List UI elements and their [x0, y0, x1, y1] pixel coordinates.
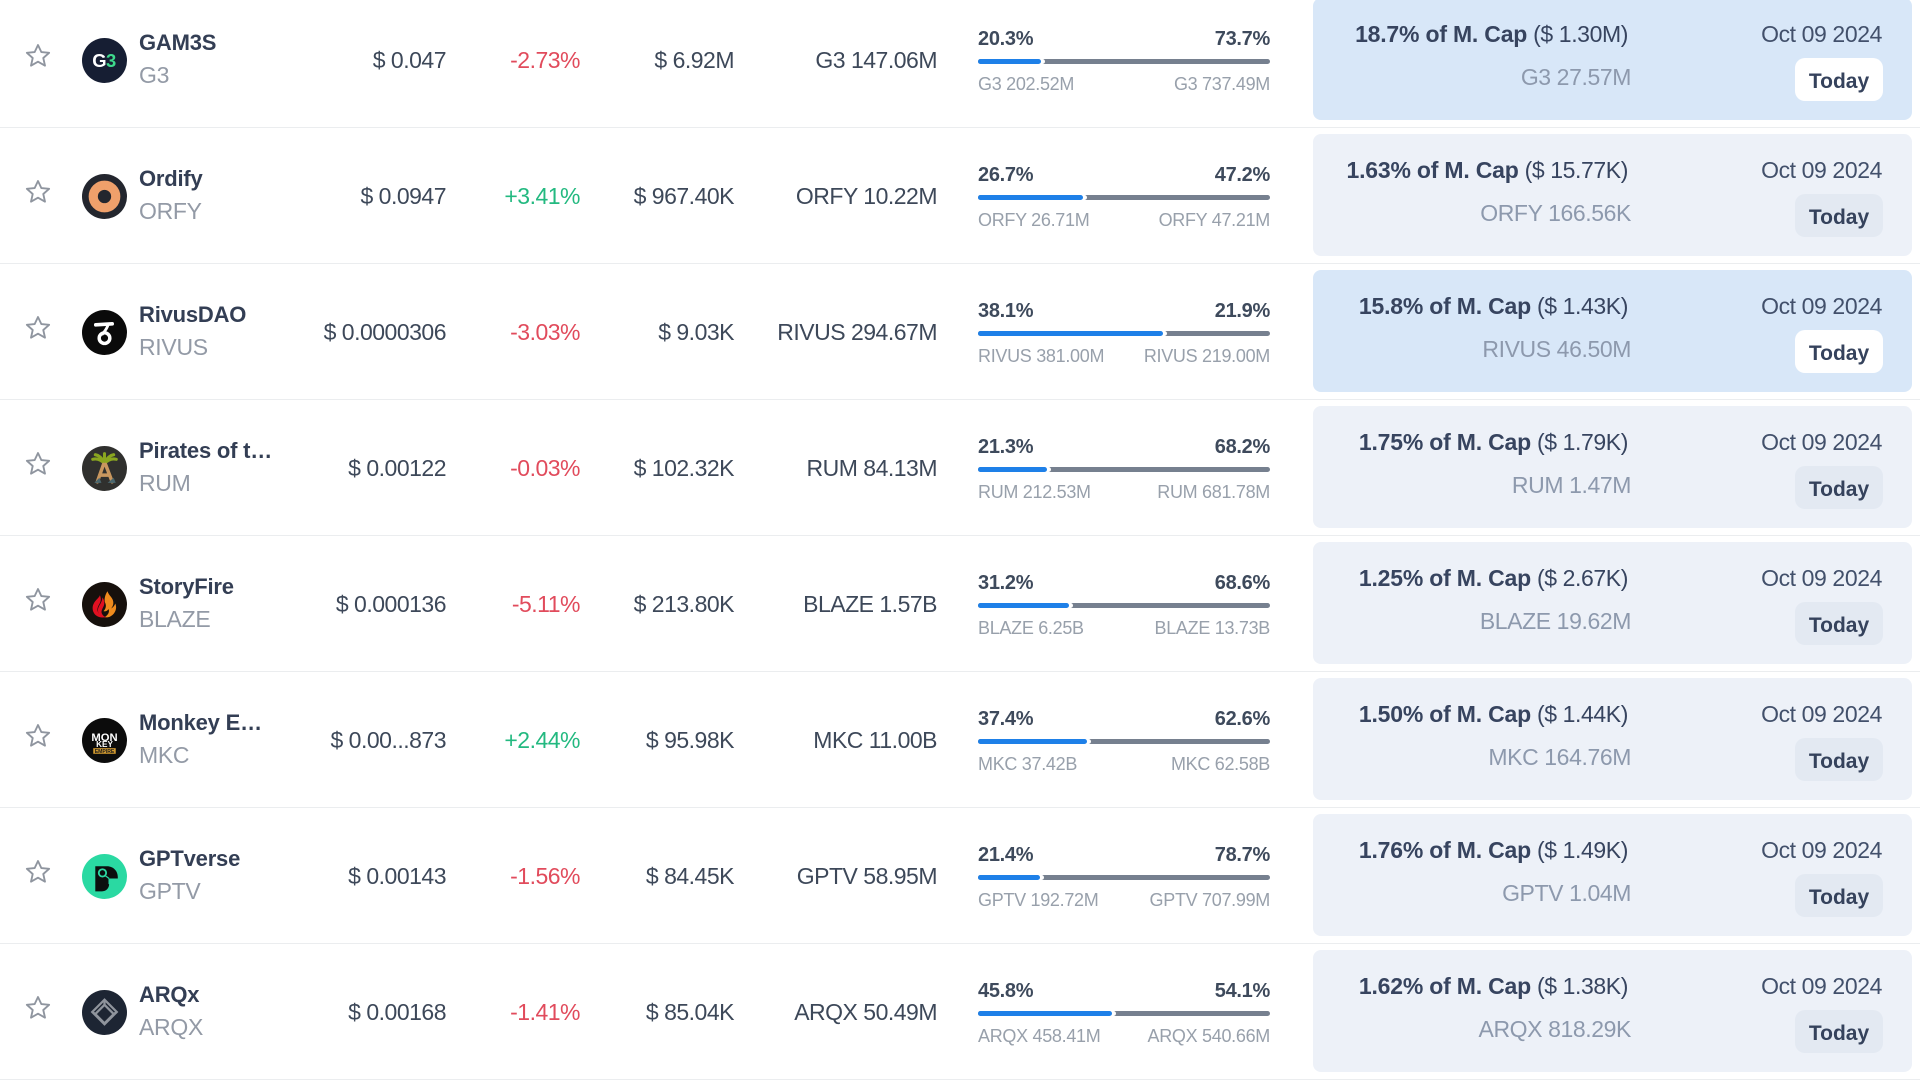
svg-text:KEY: KEY — [96, 740, 113, 749]
svg-text:EMPIRE: EMPIRE — [95, 749, 115, 755]
svg-text:G: G — [92, 50, 106, 71]
svg-text:MON: MON — [91, 732, 117, 744]
svg-text:3: 3 — [106, 50, 116, 71]
